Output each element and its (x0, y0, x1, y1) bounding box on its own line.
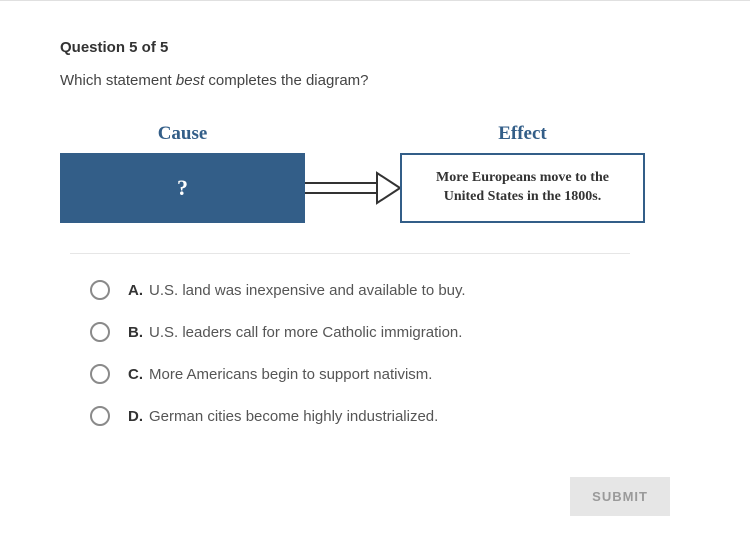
prompt-pre: Which statement (60, 72, 176, 89)
options-group: A. U.S. land was inexpensive and availab… (90, 280, 690, 426)
arrow-icon (305, 163, 400, 213)
cause-box: ? (60, 153, 305, 223)
cause-effect-diagram: Cause ? Effect More Europeans move to th… (60, 123, 690, 223)
prompt-italic: best (176, 72, 204, 89)
option-text: U.S. leaders call for more Catholic immi… (149, 324, 462, 341)
option-text: German cities become highly industrializ… (149, 408, 438, 425)
option-letter: A. (128, 282, 143, 299)
option-d[interactable]: D. German cities become highly industria… (90, 406, 690, 426)
option-letter: D. (128, 408, 143, 425)
radio-icon (90, 406, 110, 426)
option-b[interactable]: B. U.S. leaders call for more Catholic i… (90, 322, 690, 342)
submit-button[interactable]: SUBMIT (570, 477, 670, 516)
question-prompt: Which statement best completes the diagr… (60, 72, 690, 89)
prompt-post: completes the diagram? (204, 72, 368, 89)
option-letter: B. (128, 324, 143, 341)
option-text: More Americans begin to support nativism… (149, 366, 432, 383)
option-text: U.S. land was inexpensive and available … (149, 282, 466, 299)
cause-title: Cause (158, 123, 208, 145)
radio-icon (90, 280, 110, 300)
radio-icon (90, 364, 110, 384)
radio-icon (90, 322, 110, 342)
effect-box: More Europeans move to the United States… (400, 153, 645, 223)
divider (70, 253, 630, 254)
question-header: Question 5 of 5 (60, 39, 690, 56)
option-c[interactable]: C. More Americans begin to support nativ… (90, 364, 690, 384)
option-letter: C. (128, 366, 143, 383)
option-a[interactable]: A. U.S. land was inexpensive and availab… (90, 280, 690, 300)
effect-title: Effect (498, 123, 547, 145)
